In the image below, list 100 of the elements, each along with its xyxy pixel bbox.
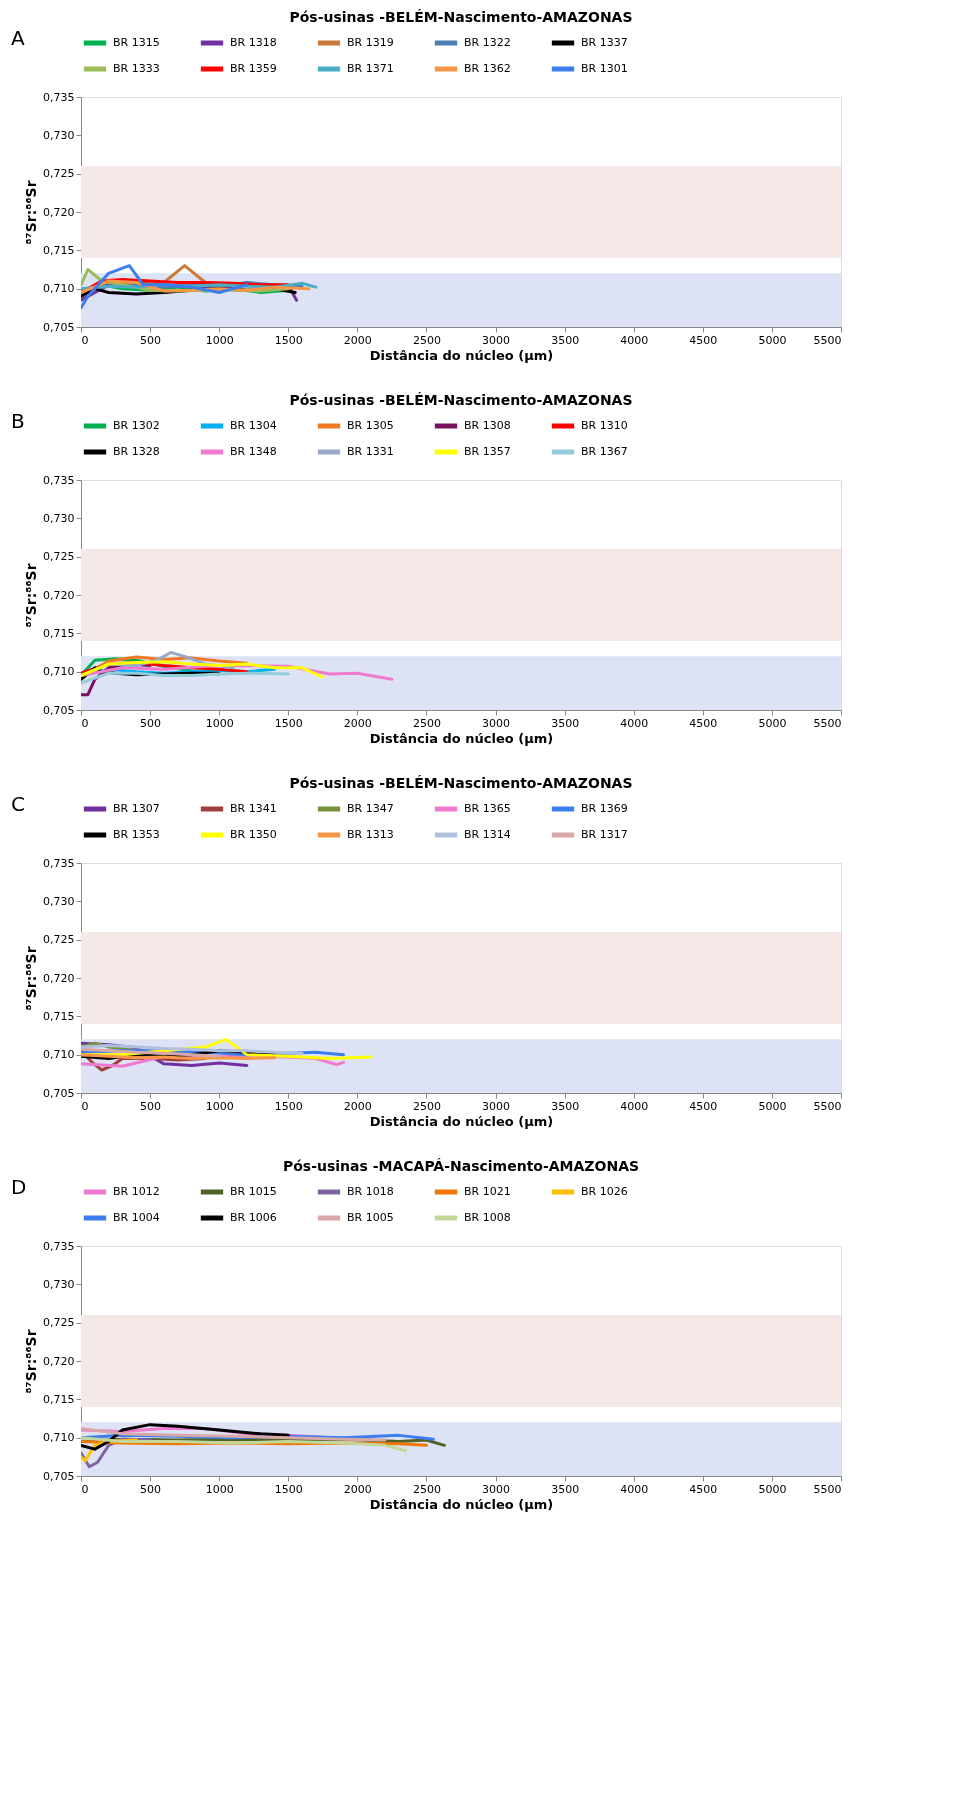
x-tick-label: 500 bbox=[140, 716, 162, 730]
legend-label: BR 1026 bbox=[581, 1185, 628, 1198]
x-tick-label: 0 bbox=[81, 1099, 89, 1113]
legend-label: BR 1362 bbox=[464, 62, 511, 75]
y-tick-label: 0,725 bbox=[43, 550, 75, 564]
x-tick-label: 1000 bbox=[205, 1482, 234, 1496]
y-tick-label: 0,730 bbox=[43, 894, 75, 908]
y-tick-label: 0,715 bbox=[43, 1392, 75, 1406]
y-tick-label: 0,710 bbox=[43, 1431, 75, 1445]
x-tick-label: 1500 bbox=[274, 1482, 303, 1496]
legend-label: BR 1018 bbox=[347, 1185, 394, 1198]
legend-label: BR 1347 bbox=[347, 802, 394, 815]
legend-label: BR 1317 bbox=[581, 828, 628, 841]
x-tick-label: 0 bbox=[81, 1482, 89, 1496]
x-tick-label: 3000 bbox=[482, 1482, 511, 1496]
x-tick-label: 4500 bbox=[689, 333, 718, 347]
x-axis-title: Distância do núcleo (µm) bbox=[369, 730, 554, 746]
y-axis-title: ⁸⁷Sr:⁸⁶Sr bbox=[23, 946, 40, 1011]
legend-label: BR 1021 bbox=[464, 1185, 511, 1198]
y-tick-label: 0,720 bbox=[43, 1354, 75, 1368]
x-tick-label: 5500 bbox=[813, 716, 842, 730]
legend-label: BR 1301 bbox=[581, 62, 628, 75]
y-tick-label: 0,730 bbox=[43, 128, 75, 142]
x-tick-label: 4500 bbox=[689, 1099, 718, 1113]
x-tick-label: 4000 bbox=[620, 716, 649, 730]
x-tick-label: 3500 bbox=[551, 333, 580, 347]
x-tick-label: 5000 bbox=[758, 716, 787, 730]
y-tick-label: 0,725 bbox=[43, 167, 75, 181]
legend-label: BR 1365 bbox=[464, 802, 511, 815]
y-tick-label: 0,715 bbox=[43, 626, 75, 640]
y-tick-label: 0,730 bbox=[43, 511, 75, 525]
legend-label: BR 1357 bbox=[464, 445, 511, 458]
x-tick-label: 1500 bbox=[274, 333, 303, 347]
legend-label: BR 1015 bbox=[230, 1185, 277, 1198]
legend-label: BR 1353 bbox=[113, 828, 160, 841]
y-tick-label: 0,705 bbox=[43, 320, 75, 334]
legend-label: BR 1006 bbox=[230, 1211, 277, 1224]
x-tick-label: 1000 bbox=[205, 1099, 234, 1113]
x-tick-label: 4500 bbox=[689, 716, 718, 730]
legend-label: BR 1314 bbox=[464, 828, 511, 841]
y-tick-label: 0,715 bbox=[43, 243, 75, 257]
chart-title: Pós-usinas -BELÉM-Nascimento-AMAZONAS bbox=[289, 392, 633, 408]
y-axis-title: ⁸⁷Sr:⁸⁶Sr bbox=[23, 180, 40, 245]
legend-label: BR 1004 bbox=[113, 1211, 160, 1224]
x-tick-label: 2000 bbox=[343, 1099, 372, 1113]
y-tick-label: 0,715 bbox=[43, 1009, 75, 1023]
chart-title: Pós-usinas -MACAPÁ-Nascimento-AMAZONAS bbox=[282, 1158, 640, 1174]
legend-label: BR 1318 bbox=[230, 36, 277, 49]
x-tick-label: 0 bbox=[81, 333, 89, 347]
legend-label: BR 1328 bbox=[113, 445, 160, 458]
legend-label: BR 1350 bbox=[230, 828, 277, 841]
x-tick-label: 2500 bbox=[412, 1099, 441, 1113]
y-tick-label: 0,725 bbox=[43, 933, 75, 947]
x-tick-label: 500 bbox=[140, 1099, 162, 1113]
x-tick-label: 4500 bbox=[689, 1482, 718, 1496]
x-tick-label: 1000 bbox=[205, 333, 234, 347]
legend-label: BR 1348 bbox=[230, 445, 277, 458]
legend-label: BR 1359 bbox=[230, 62, 277, 75]
legend-label: BR 1331 bbox=[347, 445, 394, 458]
x-tick-label: 5000 bbox=[758, 1099, 787, 1113]
x-tick-label: 3000 bbox=[482, 716, 511, 730]
x-tick-label: 2500 bbox=[412, 716, 441, 730]
legend-label: BR 1322 bbox=[464, 36, 511, 49]
y-tick-label: 0,710 bbox=[43, 1048, 75, 1062]
y-axis-title: ⁸⁷Sr:⁸⁶Sr bbox=[23, 1329, 40, 1394]
x-tick-label: 5500 bbox=[813, 1099, 842, 1113]
text: D bbox=[11, 1175, 27, 1199]
x-tick-label: 3500 bbox=[551, 716, 580, 730]
x-tick-label: 2000 bbox=[343, 333, 372, 347]
legend-label: BR 1371 bbox=[347, 62, 394, 75]
legend-label: BR 1305 bbox=[347, 419, 394, 432]
legend-label: BR 1304 bbox=[230, 419, 277, 432]
x-tick-label: 5500 bbox=[813, 333, 842, 347]
y-tick-label: 0,705 bbox=[43, 703, 75, 717]
x-tick-label: 2500 bbox=[412, 333, 441, 347]
y-tick-label: 0,735 bbox=[43, 473, 75, 487]
x-tick-label: 4000 bbox=[620, 333, 649, 347]
x-axis-title: Distância do núcleo (µm) bbox=[369, 347, 554, 363]
legend-label: BR 1005 bbox=[347, 1211, 394, 1224]
legend-label: BR 1315 bbox=[113, 36, 160, 49]
x-axis-title: Distância do núcleo (µm) bbox=[369, 1113, 554, 1129]
y-tick-label: 0,720 bbox=[43, 205, 75, 219]
legend-label: BR 1008 bbox=[464, 1211, 511, 1224]
x-tick-label: 4000 bbox=[620, 1482, 649, 1496]
y-tick-label: 0,705 bbox=[43, 1469, 75, 1483]
x-tick-label: 1500 bbox=[274, 1099, 303, 1113]
x-tick-label: 3500 bbox=[551, 1482, 580, 1496]
text: A bbox=[11, 26, 25, 50]
x-tick-label: 2500 bbox=[412, 1482, 441, 1496]
text: B bbox=[11, 409, 25, 433]
chart-title: Pós-usinas -BELÉM-Nascimento-AMAZONAS bbox=[289, 9, 633, 25]
x-tick-label: 2000 bbox=[343, 1482, 372, 1496]
y-tick-label: 0,730 bbox=[43, 1277, 75, 1291]
x-tick-label: 500 bbox=[140, 333, 162, 347]
legend-label: BR 1310 bbox=[581, 419, 628, 432]
legend-label: BR 1319 bbox=[347, 36, 394, 49]
legend-label: BR 1307 bbox=[113, 802, 160, 815]
legend-label: BR 1337 bbox=[581, 36, 628, 49]
y-tick-label: 0,735 bbox=[43, 1239, 75, 1253]
x-tick-label: 5000 bbox=[758, 1482, 787, 1496]
